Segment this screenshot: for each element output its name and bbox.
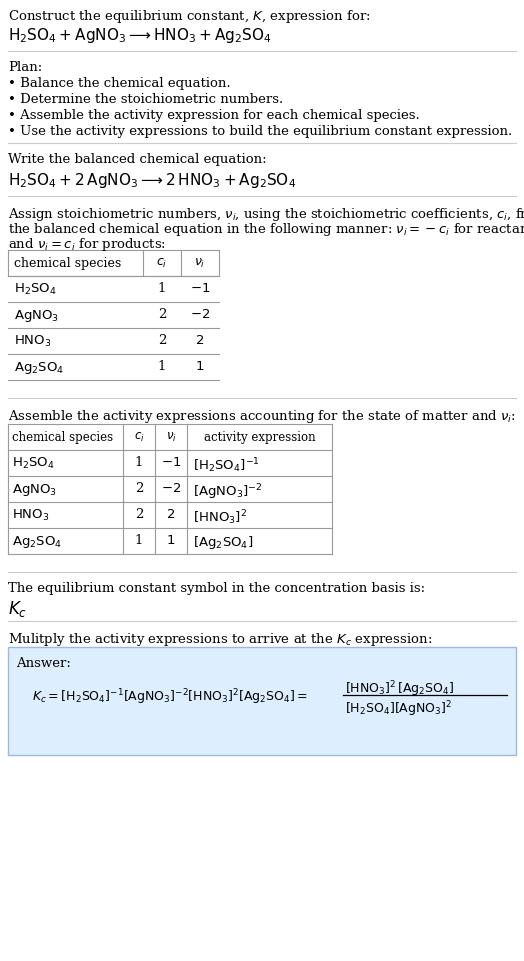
Text: $\mathrm{H_2SO_4 + 2\,AgNO_3 \longrightarrow 2\,HNO_3 + Ag_2SO_4}$: $\mathrm{H_2SO_4 + 2\,AgNO_3 \longrighta… (8, 171, 296, 190)
Text: $\mathrm{H_2SO_4}$: $\mathrm{H_2SO_4}$ (14, 282, 57, 297)
Text: • Use the activity expressions to build the equilibrium constant expression.: • Use the activity expressions to build … (8, 125, 512, 138)
Text: 2: 2 (167, 508, 175, 521)
Text: $\mathrm{H_2SO_4}$: $\mathrm{H_2SO_4}$ (12, 456, 54, 471)
Text: $[\mathrm{Ag_2SO_4}]$: $[\mathrm{Ag_2SO_4}]$ (193, 534, 254, 551)
Text: $\mathrm{H_2SO_4 + AgNO_3 \longrightarrow HNO_3 + Ag_2SO_4}$: $\mathrm{H_2SO_4 + AgNO_3 \longrightarro… (8, 26, 272, 45)
Text: chemical species: chemical species (14, 257, 121, 270)
Text: $c_i$: $c_i$ (156, 257, 168, 270)
Text: 1: 1 (196, 360, 204, 373)
Text: 2: 2 (135, 482, 143, 495)
Text: activity expression: activity expression (204, 431, 315, 444)
Text: Write the balanced chemical equation:: Write the balanced chemical equation: (8, 153, 267, 166)
Text: Answer:: Answer: (16, 657, 71, 670)
Text: $[\mathrm{H_2SO_4}][\mathrm{AgNO_3}]^2$: $[\mathrm{H_2SO_4}][\mathrm{AgNO_3}]^2$ (345, 699, 452, 719)
Text: $\mathrm{Ag_2SO_4}$: $\mathrm{Ag_2SO_4}$ (14, 360, 64, 376)
Text: 2: 2 (158, 308, 166, 321)
Text: $-2$: $-2$ (161, 482, 181, 495)
Text: 2: 2 (158, 334, 166, 347)
Text: the balanced chemical equation in the following manner: $\nu_i = -c_i$ for react: the balanced chemical equation in the fo… (8, 221, 524, 238)
Text: $\nu_i$: $\nu_i$ (194, 257, 206, 270)
Text: 1: 1 (158, 282, 166, 295)
Text: $\mathrm{HNO_3}$: $\mathrm{HNO_3}$ (14, 334, 51, 349)
Text: $[\mathrm{H_2SO_4}]^{-1}$: $[\mathrm{H_2SO_4}]^{-1}$ (193, 456, 260, 475)
Text: 1: 1 (167, 534, 175, 547)
Text: Plan:: Plan: (8, 61, 42, 74)
Text: $c_i$: $c_i$ (134, 431, 144, 444)
Text: Construct the equilibrium constant, $K$, expression for:: Construct the equilibrium constant, $K$,… (8, 8, 370, 25)
Text: 2: 2 (196, 334, 204, 347)
Text: and $\nu_i = c_i$ for products:: and $\nu_i = c_i$ for products: (8, 236, 166, 253)
Text: 2: 2 (135, 508, 143, 521)
FancyBboxPatch shape (8, 647, 516, 755)
Text: chemical species: chemical species (12, 431, 113, 444)
Text: 1: 1 (135, 534, 143, 547)
Text: $K_c$: $K_c$ (8, 599, 27, 619)
Text: 1: 1 (158, 360, 166, 373)
Text: Assign stoichiometric numbers, $\nu_i$, using the stoichiometric coefficients, $: Assign stoichiometric numbers, $\nu_i$, … (8, 206, 524, 223)
Text: $[\mathrm{HNO_3}]^2$: $[\mathrm{HNO_3}]^2$ (193, 508, 247, 527)
Text: $-1$: $-1$ (161, 456, 181, 469)
Text: • Assemble the activity expression for each chemical species.: • Assemble the activity expression for e… (8, 109, 420, 122)
Text: $-1$: $-1$ (190, 282, 210, 295)
Text: $\mathrm{AgNO_3}$: $\mathrm{AgNO_3}$ (14, 308, 59, 324)
Text: Assemble the activity expressions accounting for the state of matter and $\nu_i$: Assemble the activity expressions accoun… (8, 408, 516, 425)
Text: $K_c = [\mathrm{H_2SO_4}]^{-1}[\mathrm{AgNO_3}]^{-2}[\mathrm{HNO_3}]^{2}[\mathrm: $K_c = [\mathrm{H_2SO_4}]^{-1}[\mathrm{A… (32, 687, 308, 706)
Text: • Determine the stoichiometric numbers.: • Determine the stoichiometric numbers. (8, 93, 283, 106)
Text: $[\mathrm{AgNO_3}]^{-2}$: $[\mathrm{AgNO_3}]^{-2}$ (193, 482, 263, 502)
Text: $\mathrm{HNO_3}$: $\mathrm{HNO_3}$ (12, 508, 50, 523)
Text: • Balance the chemical equation.: • Balance the chemical equation. (8, 77, 231, 90)
Text: $[\mathrm{HNO_3}]^2\,[\mathrm{Ag_2SO_4}]$: $[\mathrm{HNO_3}]^2\,[\mathrm{Ag_2SO_4}]… (345, 679, 454, 699)
Text: $-2$: $-2$ (190, 308, 210, 321)
Text: $\mathrm{Ag_2SO_4}$: $\mathrm{Ag_2SO_4}$ (12, 534, 62, 550)
Text: $\mathrm{AgNO_3}$: $\mathrm{AgNO_3}$ (12, 482, 57, 498)
Text: 1: 1 (135, 456, 143, 469)
Text: Mulitply the activity expressions to arrive at the $K_c$ expression:: Mulitply the activity expressions to arr… (8, 631, 432, 648)
Text: The equilibrium constant symbol in the concentration basis is:: The equilibrium constant symbol in the c… (8, 582, 425, 595)
Text: $\nu_i$: $\nu_i$ (166, 431, 177, 444)
